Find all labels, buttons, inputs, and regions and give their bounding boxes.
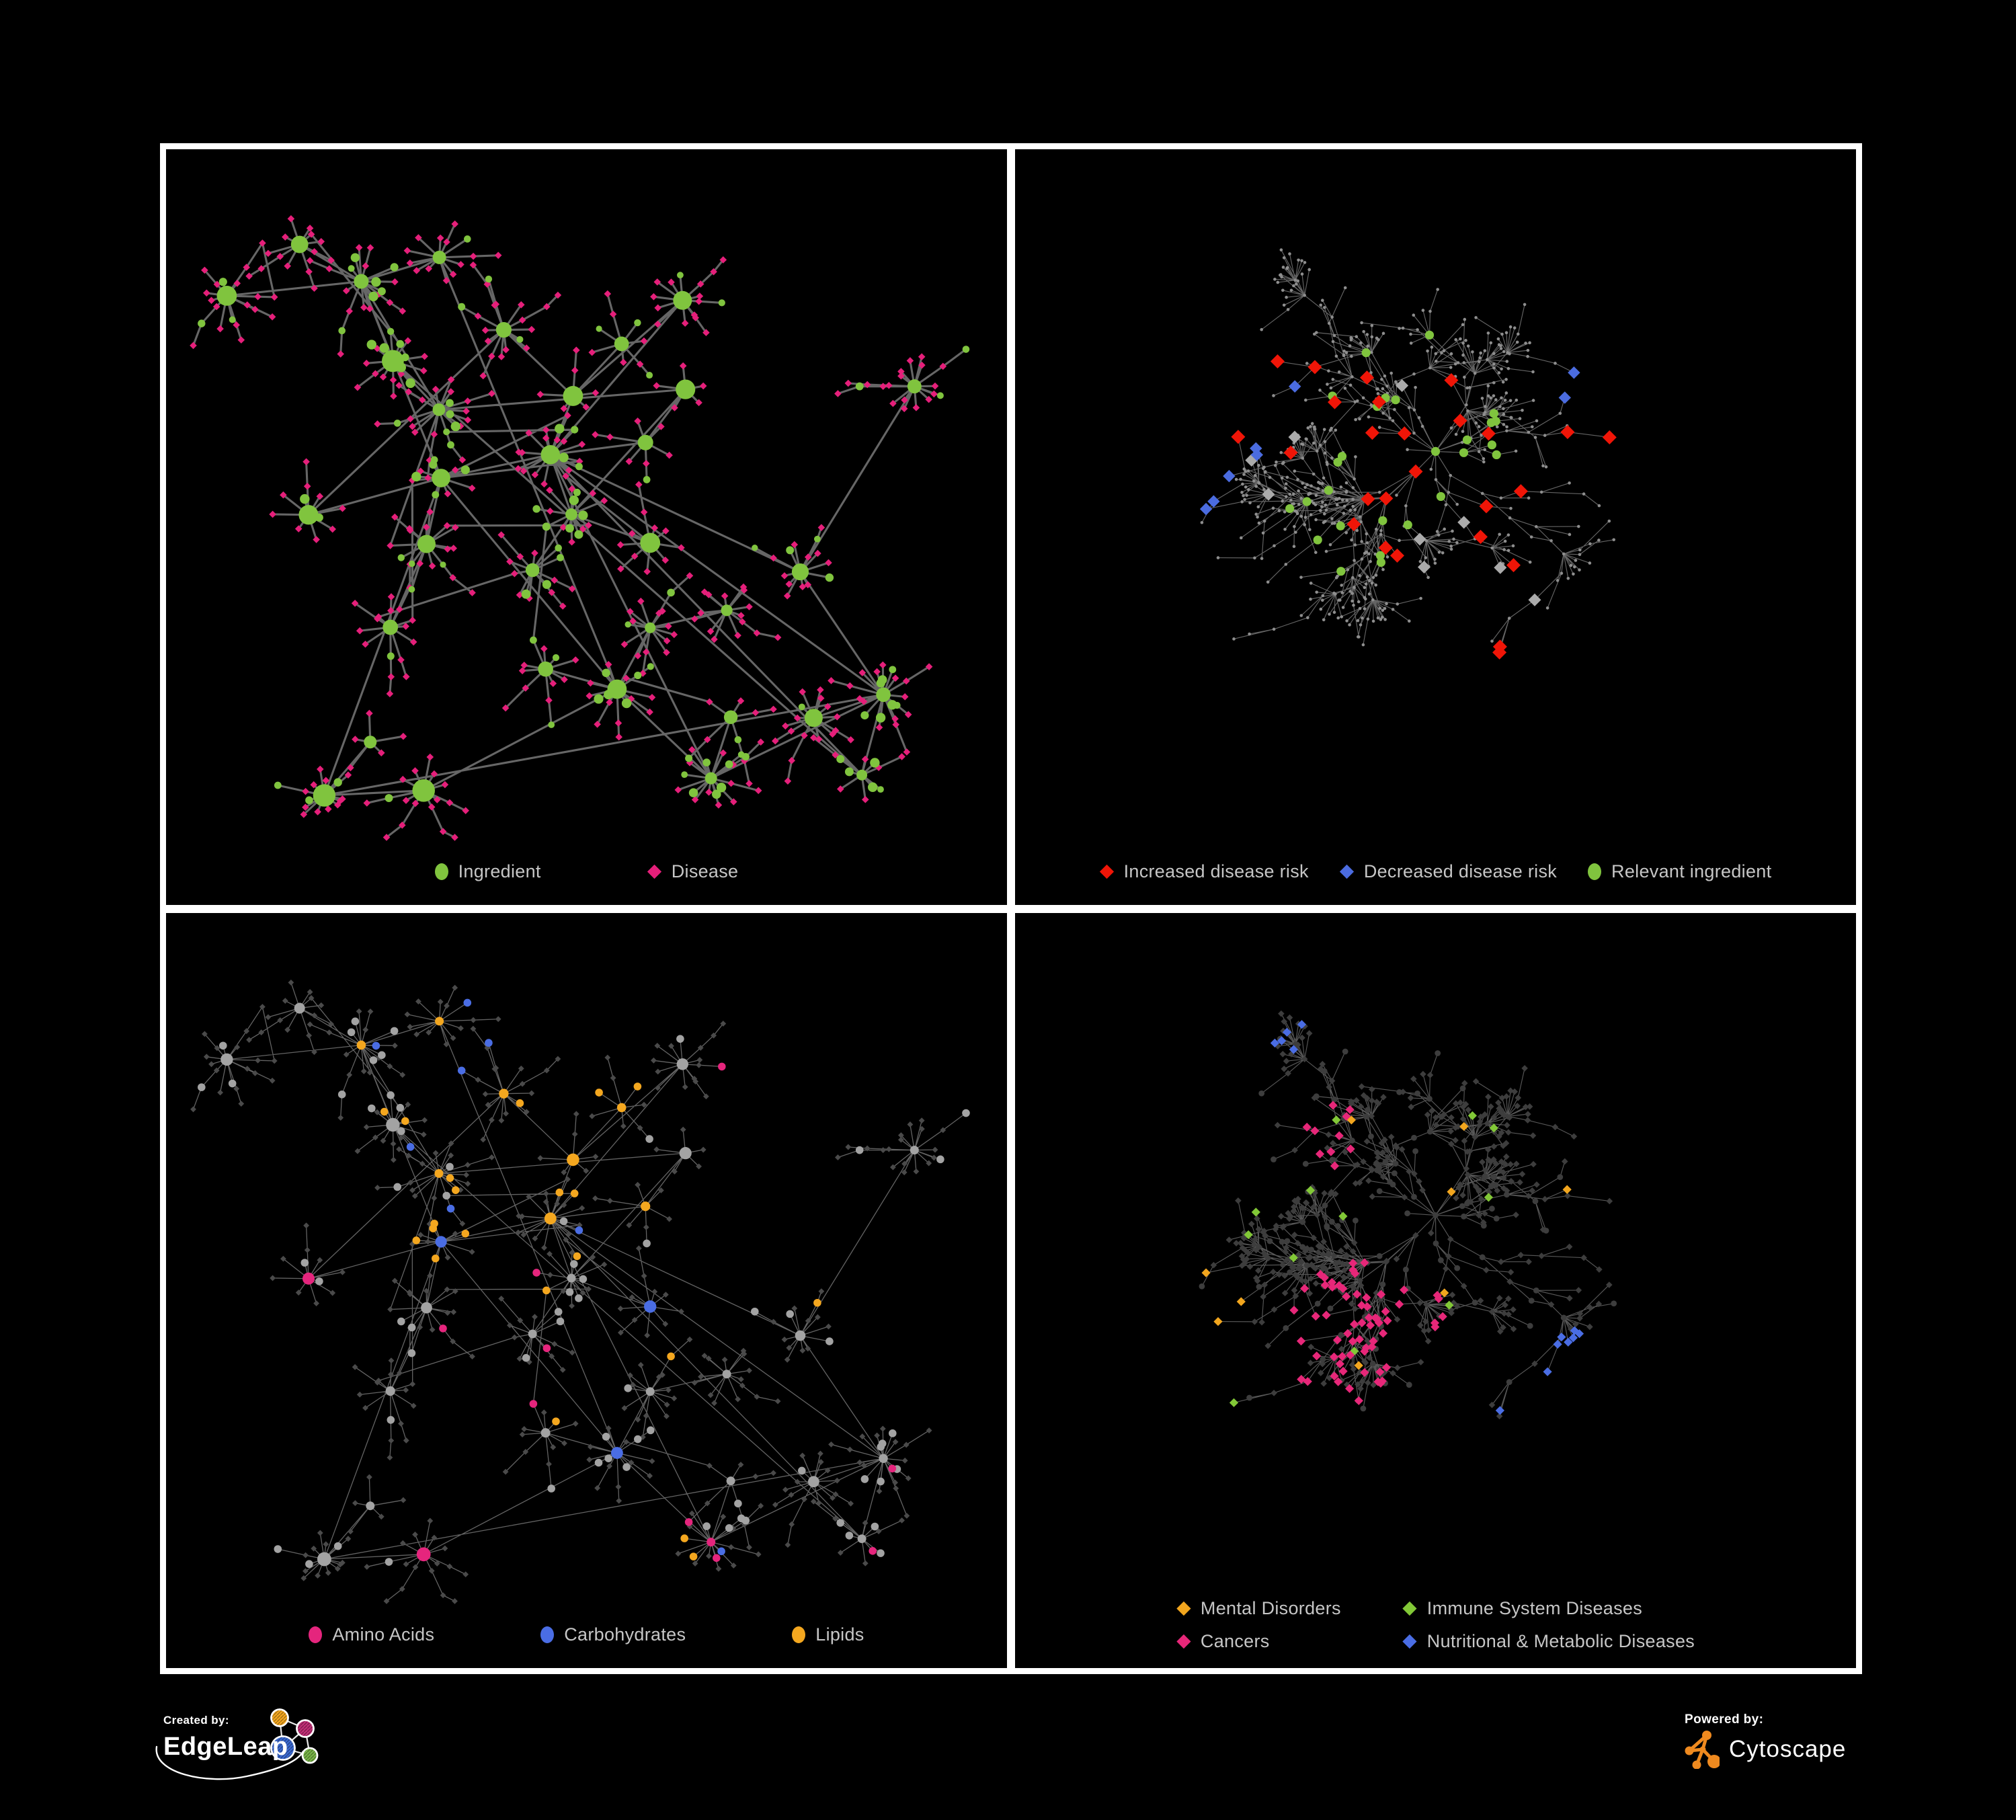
legend-item: Immune System Diseases <box>1402 1598 1695 1619</box>
legend-nutrient-categories: Amino Acids Carbohydrates Lipids <box>166 1624 1007 1645</box>
legend-item: Carbohydrates <box>540 1624 686 1645</box>
legend-item: Lipids <box>792 1624 864 1645</box>
legend-label: Cancers <box>1200 1631 1270 1651</box>
powered-by-credit: Powered by: Cytoscape <box>1685 1712 1927 1813</box>
powered-by-label: Powered by: <box>1685 1712 1764 1727</box>
legend-item: Increased disease risk <box>1099 861 1309 882</box>
legend-item: Nutritional & Metabolic Diseases <box>1402 1631 1695 1652</box>
legend-item: Decreased disease risk <box>1339 861 1558 882</box>
panels-grid: Ingredient Disease Increased disease risk… <box>160 143 1862 1674</box>
created-by-credit: Created by: <box>155 1708 358 1815</box>
network-graph-disease-categories <box>1199 1010 1617 1419</box>
legend-label: Lipids <box>815 1624 864 1645</box>
panel-ingredient-disease: Ingredient Disease <box>166 149 1007 905</box>
cytoscape-wordmark: Cytoscape <box>1729 1736 1847 1762</box>
cytoscape-logo-icon <box>1685 1731 1720 1769</box>
legend-ingredient-disease: Ingredient Disease <box>166 861 1007 882</box>
edgeleap-wordmark: EdgeLeap <box>163 1733 288 1761</box>
panel-disease-risk: Increased disease risk Decreased disease … <box>1015 149 1856 905</box>
legend-label: Immune System Diseases <box>1426 1598 1643 1618</box>
legend-label: Decreased disease risk <box>1363 861 1558 881</box>
circle-swatch-icon <box>434 863 448 880</box>
legend-item: Ingredient <box>434 861 541 882</box>
legend-item: Mental Disorders <box>1176 1598 1341 1619</box>
legend-label: Carbohydrates <box>564 1624 686 1645</box>
network-graph-ingredient-disease <box>190 215 970 841</box>
legend-label: Amino Acids <box>332 1624 435 1645</box>
diamond-swatch-icon <box>647 864 661 879</box>
created-by-label: Created by: <box>163 1714 229 1727</box>
network-graph-disease-risk <box>1199 248 1617 660</box>
network-graph-nutrient-categories <box>190 979 970 1604</box>
diamond-swatch-icon <box>1402 1634 1417 1649</box>
legend-label: Increased disease risk <box>1123 861 1309 881</box>
circle-swatch-icon <box>792 1626 806 1643</box>
legend-label: Mental Disorders <box>1200 1598 1341 1618</box>
circle-swatch-icon <box>309 1626 323 1643</box>
diamond-swatch-icon <box>1176 1601 1191 1616</box>
edgeleap-logo-icon <box>155 1708 319 1780</box>
diamond-swatch-icon <box>1402 1601 1417 1616</box>
legend-disease-risk: Increased disease risk Decreased disease … <box>1015 861 1856 882</box>
legend-label: Disease <box>671 861 739 881</box>
diamond-swatch-icon <box>1339 864 1354 879</box>
diamond-swatch-icon <box>1176 1634 1191 1649</box>
legend-item: Cancers <box>1176 1631 1341 1652</box>
circle-swatch-icon <box>1588 863 1602 880</box>
legend-label: Nutritional & Metabolic Diseases <box>1426 1631 1695 1651</box>
legend-item: Relevant ingredient <box>1588 861 1771 882</box>
legend-item: Amino Acids <box>309 1624 434 1645</box>
panel-disease-categories: Mental Disorders Immune System Diseases Ca… <box>1015 912 1856 1668</box>
panel-nutrient-categories: Amino Acids Carbohydrates Lipids <box>166 912 1007 1668</box>
legend-item: Disease <box>647 861 739 882</box>
legend-label: Ingredient <box>458 861 541 881</box>
circle-swatch-icon <box>540 1626 555 1643</box>
legend-disease-categories: Mental Disorders Immune System Diseases Ca… <box>1176 1598 1695 1652</box>
diamond-swatch-icon <box>1099 864 1114 879</box>
legend-label: Relevant ingredient <box>1611 861 1772 881</box>
